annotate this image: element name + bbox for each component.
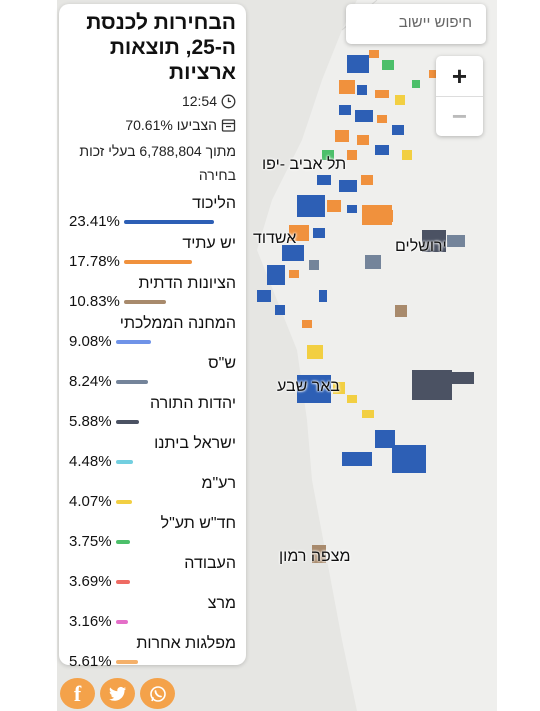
update-time: 12:54 <box>181 93 217 109</box>
party-share-bar <box>115 580 130 584</box>
city-label-beersheba: באר שבע <box>277 378 340 395</box>
search-input[interactable]: חיפוש יישוב <box>346 4 486 44</box>
party-result-item: הציונות הדתית 10.83% <box>69 275 236 311</box>
party-share-bar <box>115 660 138 664</box>
turnout-text: הצביעו 70.61% <box>125 117 217 133</box>
whatsapp-icon <box>149 685 166 702</box>
party-percentage: 10.83% <box>69 293 120 310</box>
party-percentage: 3.16% <box>69 613 112 630</box>
results-panel: הבחירות לכנסת ה-25, תוצאות ארציות 12:54 … <box>59 4 246 670</box>
facebook-icon: f <box>73 680 82 706</box>
party-name: הציונות הדתית <box>138 275 236 292</box>
party-result-row: 10.83% <box>69 293 236 311</box>
map-regions <box>257 50 474 563</box>
party-share-bar <box>115 620 128 624</box>
party-name: מרצ <box>207 595 236 612</box>
party-name: ש"ס <box>208 355 236 372</box>
party-name: מפלגות אחרות <box>136 635 236 652</box>
zoom-control: + − <box>436 56 483 136</box>
party-share-bar <box>115 340 151 344</box>
city-label-jerusalem: ירושלים <box>395 238 447 255</box>
party-name: יש עתיד <box>182 235 236 252</box>
party-result-row: 9.08% <box>69 333 236 351</box>
ballot-box-icon <box>221 118 236 133</box>
party-percentage: 17.78% <box>69 253 120 270</box>
page-title: הבחירות לכנסת ה-25, תוצאות ארציות <box>86 11 236 84</box>
party-result-row: 4.07% <box>69 493 236 511</box>
party-result-row: 8.24% <box>69 373 236 391</box>
party-name: הליכוד <box>192 195 236 212</box>
party-result-row: 3.16% <box>69 613 236 631</box>
party-result-row: 3.69% <box>69 573 236 591</box>
party-result-item: יהדות התורה 5.88% <box>69 395 236 431</box>
party-name: העבודה <box>184 555 236 572</box>
party-results-list: הליכוד 23.41% יש עתיד 17.78% הציונות הדתית 10… <box>69 195 236 671</box>
party-percentage: 3.69% <box>69 573 112 590</box>
party-result-item: מרצ 3.16% <box>69 595 236 631</box>
turnout-row: הצביעו 70.61% <box>69 115 236 135</box>
party-percentage: 3.75% <box>69 533 112 550</box>
party-name: המחנה הממלכתי <box>119 315 236 332</box>
city-label-ashdod: אשדוד <box>253 230 297 247</box>
party-name: רע"מ <box>201 475 236 492</box>
party-percentage: 23.41% <box>69 213 120 230</box>
party-percentage: 9.08% <box>69 333 112 350</box>
party-name: חד"ש תע"ל <box>160 515 236 532</box>
party-share-bar <box>115 540 130 544</box>
party-share-bar <box>115 500 132 504</box>
whatsapp-share-button[interactable] <box>140 678 175 709</box>
party-result-row: 3.75% <box>69 533 236 551</box>
clock-icon <box>221 94 236 109</box>
party-share-bar <box>123 220 214 224</box>
party-result-item: ישראל ביתנו 4.48% <box>69 435 236 471</box>
zoom-out-button[interactable]: − <box>436 96 483 136</box>
twitter-icon <box>108 686 126 701</box>
party-result-row: 17.78% <box>69 253 236 271</box>
facebook-share-button[interactable]: f <box>60 678 95 709</box>
zoom-in-button[interactable]: + <box>451 60 468 91</box>
party-share-bar <box>123 300 166 304</box>
party-percentage: 5.61% <box>69 653 112 670</box>
time-row: 12:54 <box>69 91 236 111</box>
party-result-item: חד"ש תע"ל 3.75% <box>69 515 236 551</box>
party-percentage: 5.88% <box>69 413 112 430</box>
city-label-tel-aviv: תל אביב -יפו <box>262 156 347 173</box>
party-result-row: 5.61% <box>69 653 236 671</box>
city-label-mitzpe-ramon: מצפה רמון <box>279 548 351 565</box>
party-share-bar <box>115 380 148 384</box>
party-result-row: 23.41% <box>69 213 236 231</box>
party-percentage: 4.48% <box>69 453 112 470</box>
party-result-item: הליכוד 23.41% <box>69 195 236 231</box>
party-result-row: 5.88% <box>69 413 236 431</box>
party-result-item: העבודה 3.69% <box>69 555 236 591</box>
party-result-item: המחנה הממלכתי 9.08% <box>69 315 236 351</box>
party-name: יהדות התורה <box>149 395 236 412</box>
party-result-item: יש עתיד 17.78% <box>69 235 236 271</box>
party-share-bar <box>123 260 192 264</box>
party-result-item: ש"ס 8.24% <box>69 355 236 391</box>
party-name: ישראל ביתנו <box>154 435 236 452</box>
party-result-row: 4.48% <box>69 453 236 471</box>
party-percentage: 4.07% <box>69 493 112 510</box>
party-result-item: מפלגות אחרות 5.61% <box>69 635 236 671</box>
party-percentage: 8.24% <box>69 373 112 390</box>
party-result-item: רע"מ 4.07% <box>69 475 236 511</box>
eligible-voters-text: מתוך 6,788,804 בעלי זכות בחירה <box>79 143 236 183</box>
twitter-share-button[interactable] <box>100 678 135 709</box>
party-share-bar <box>115 460 133 464</box>
party-share-bar <box>115 420 139 424</box>
